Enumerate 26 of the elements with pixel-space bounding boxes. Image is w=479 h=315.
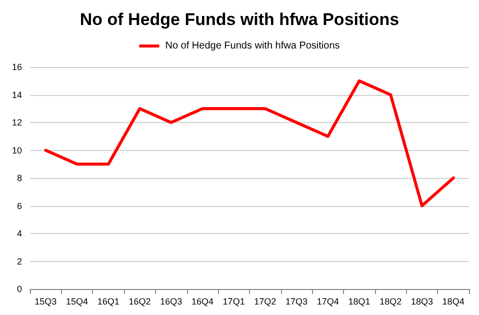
- x-tick-label: 16Q1: [97, 296, 120, 306]
- chart-title: No of Hedge Funds with hfwa Positions: [80, 10, 400, 29]
- line-series: [44, 79, 455, 208]
- x-tick-label: 18Q2: [380, 296, 402, 306]
- y-tick-label: 12: [12, 118, 22, 128]
- x-tick-label: 15Q4: [66, 296, 88, 306]
- x-tick-label: 18Q1: [348, 296, 370, 306]
- x-tick-label: 17Q4: [316, 296, 339, 306]
- y-tick-label: 6: [16, 200, 22, 211]
- y-tick-label: 0: [16, 284, 22, 294]
- y-tick-label: 10: [12, 145, 22, 156]
- x-tick-label: 15Q3: [34, 296, 57, 306]
- x-tick-label: 17Q1: [222, 296, 245, 306]
- x-tick-label: 17Q3: [286, 296, 308, 306]
- y-tick-label: 8: [16, 173, 22, 183]
- x-tick-label: 18Q3: [410, 296, 433, 306]
- y-tick-label: 16: [12, 62, 22, 72]
- x-tick-label: 17Q2: [254, 296, 276, 306]
- x-tick-label: 16Q3: [160, 296, 182, 306]
- legend-label: No of Hedge Funds with hfwa Positions: [165, 40, 340, 52]
- x-tick-label: 18Q4: [442, 296, 464, 306]
- y-tick-label: 14: [12, 90, 22, 100]
- x-tick-label: 16Q4: [191, 296, 214, 306]
- x-tick-label: 16Q2: [128, 296, 151, 306]
- y-tick-label: 2: [16, 256, 22, 266]
- y-tick-label: 4: [16, 228, 22, 238]
